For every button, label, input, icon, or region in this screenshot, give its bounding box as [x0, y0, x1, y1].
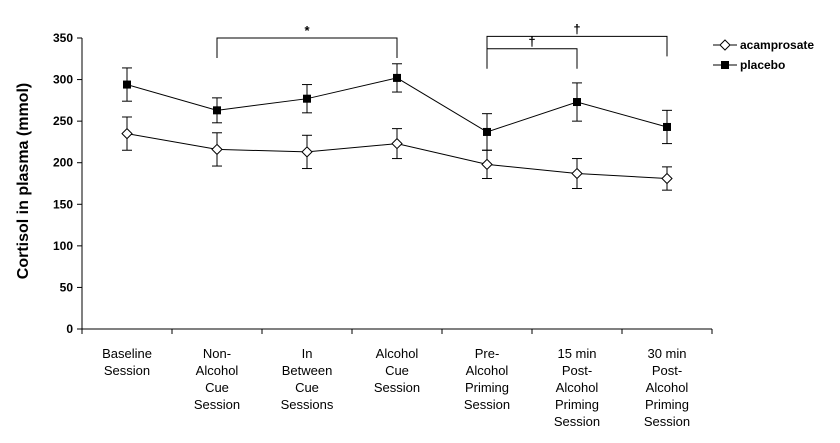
significance-symbol: † [573, 21, 580, 36]
placebo-point [393, 73, 401, 82]
y-tick-label: 100 [53, 239, 73, 253]
acamprosate-point [211, 143, 223, 156]
legend-marker-placebo [721, 61, 729, 69]
y-tick-label: 300 [53, 73, 73, 87]
acamprosate-point [571, 167, 583, 180]
placebo-point [663, 122, 671, 131]
acamprosate-point [121, 127, 133, 140]
y-tick-label: 150 [53, 197, 73, 211]
x-category-label: In Between Cue Sessions [281, 346, 334, 412]
x-category-label: Non-Alcohol Cue Session [194, 346, 240, 412]
axes [81, 38, 713, 334]
significance-symbol: † [528, 34, 535, 49]
x-axis-category-labels: Baseline Session Non-Alcohol Cue Session In Be… [102, 346, 690, 429]
acamprosate-point [661, 172, 673, 185]
y-tick-label: 50 [60, 280, 74, 294]
significance-bracket [486, 48, 578, 69]
significance-brackets: * † † [216, 21, 668, 69]
legend: acamprosate placebo [713, 38, 814, 72]
x-category-label: Pre-Alcohol Priming Session [464, 346, 510, 412]
legend-label-acamprosate: acamprosate [740, 38, 814, 52]
placebo-point [213, 106, 221, 115]
x-category-label: Baseline Session [102, 346, 152, 378]
acamprosate-point [481, 158, 493, 171]
y-tick-label: 250 [53, 114, 73, 128]
y-tick-label: 350 [53, 31, 73, 45]
y-axis-ticks: 0 50 100 150 200 250 300 350 [53, 31, 82, 336]
placebo-point [123, 80, 131, 89]
x-category-label: Alcohol Cue Session [374, 346, 420, 395]
data-series [121, 63, 673, 191]
legend-marker-acamprosate [719, 39, 731, 51]
placebo-point [573, 98, 581, 107]
significance-bracket [216, 37, 398, 58]
placebo-point [303, 94, 311, 103]
x-category-label: 15 min Post-Alcohol Priming Session [554, 346, 600, 429]
y-tick-label: 200 [53, 156, 73, 170]
acamprosate-point [391, 137, 403, 150]
x-category-label: 30 min Post-Alcohol Priming Session [644, 346, 690, 429]
acamprosate-point [301, 146, 313, 158]
significance-symbol: * [304, 23, 310, 38]
legend-label-placebo: placebo [740, 58, 785, 72]
y-axis-title: Cortisol in plasma (mmol) [15, 83, 32, 279]
significance-bracket [486, 35, 668, 57]
placebo-point [483, 127, 491, 136]
y-tick-label: 0 [66, 322, 73, 336]
